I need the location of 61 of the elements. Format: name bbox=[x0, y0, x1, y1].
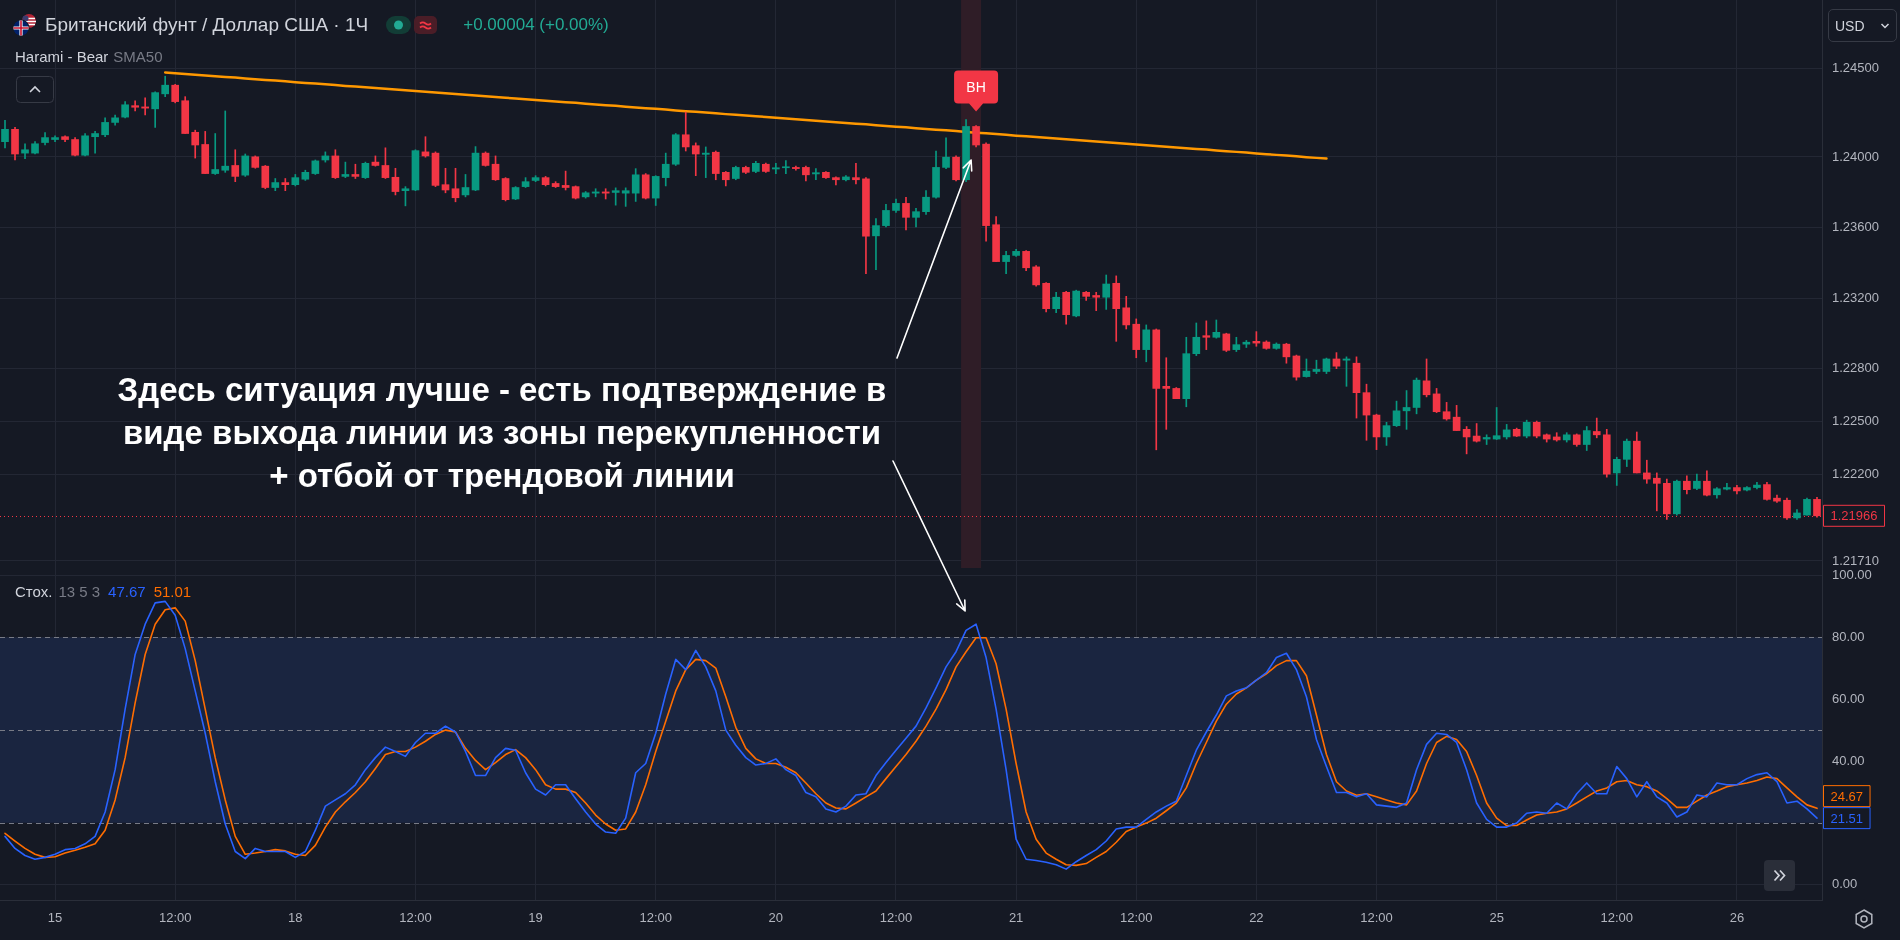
x-tick-label: 21 bbox=[1008, 910, 1024, 926]
candlestick bbox=[211, 133, 220, 175]
x-tick-label: 12:00 bbox=[1119, 910, 1153, 926]
x-tick-label: 12:00 bbox=[879, 910, 913, 926]
candlestick bbox=[281, 178, 290, 192]
y-tick-label: 60.00 bbox=[1832, 690, 1865, 706]
candlestick bbox=[1092, 291, 1101, 311]
annotation: SMA50 bbox=[113, 47, 163, 65]
y-tick-label: 1.21710 bbox=[1832, 552, 1879, 568]
x-tick-label: 12:00 bbox=[158, 910, 192, 926]
candlestick bbox=[1592, 417, 1601, 439]
y-tick-label: 100.00 bbox=[1832, 567, 1872, 583]
y-tick-label: 1.24500 bbox=[1832, 60, 1879, 76]
y-tick-label: 1.24000 bbox=[1832, 148, 1879, 164]
x-tick-label: 15 bbox=[47, 910, 63, 926]
candlestick bbox=[221, 110, 230, 173]
y-tick-label: 0.00 bbox=[1832, 876, 1858, 892]
y-tick-label: 1.23600 bbox=[1832, 219, 1879, 235]
x-tick-label: 12:00 bbox=[639, 910, 672, 926]
y-tick-label: 1.23200 bbox=[1832, 289, 1879, 305]
x-tick-label: 26 bbox=[1729, 910, 1745, 926]
candlestick bbox=[1162, 357, 1171, 430]
candlestick bbox=[611, 187, 620, 206]
annotation: 47.67 bbox=[108, 582, 146, 600]
text: 13 5 3 bbox=[58, 582, 101, 600]
y-tick-label: 1.22500 bbox=[1832, 413, 1879, 429]
candlestick bbox=[872, 218, 880, 271]
text: Стох. bbox=[15, 582, 53, 600]
candlestick bbox=[21, 143, 29, 160]
dropdown: USD bbox=[1828, 9, 1897, 42]
candlestick bbox=[1202, 320, 1211, 350]
y-tick-label: 1.22800 bbox=[1832, 360, 1879, 376]
text: Harami - Bear bbox=[15, 47, 109, 65]
x-tick-label: 22 bbox=[1249, 910, 1264, 926]
y-tick-label: 40.00 bbox=[1832, 752, 1865, 768]
candlestick bbox=[701, 146, 710, 178]
candlestick bbox=[812, 168, 820, 181]
candlestick bbox=[1652, 472, 1661, 512]
annotation: Здесь ситуация лучше - есть подтверждение в виде выхода линии из зоны перекупленности + отбой от трендовой линии bbox=[117, 371, 887, 494]
candlestick bbox=[852, 163, 860, 185]
annotation: +0.00004 (+0.00%) bbox=[463, 15, 609, 35]
candlestick bbox=[782, 160, 790, 174]
y-tick-label: 1.22200 bbox=[1832, 466, 1879, 482]
annotation: BH bbox=[966, 78, 986, 95]
x-tick-label: 12:00 bbox=[399, 910, 432, 926]
x-tick-label: 19 bbox=[528, 910, 543, 926]
candlestick bbox=[1642, 459, 1651, 484]
data-label: 21.51 bbox=[1830, 810, 1864, 826]
text: Британский фунт / Доллар США · 1Ч bbox=[45, 14, 369, 36]
x-tick-label: 18 bbox=[288, 910, 303, 926]
x-tick-label: 20 bbox=[768, 910, 784, 926]
x-tick-label: 25 bbox=[1489, 910, 1504, 926]
candlestick bbox=[91, 131, 99, 154]
data-label: 24.67 bbox=[1830, 788, 1864, 804]
candlestick bbox=[621, 187, 630, 207]
y-tick-label: 80.00 bbox=[1832, 629, 1865, 645]
x-tick-label: 12:00 bbox=[1360, 910, 1393, 926]
x-tick-label: 12:00 bbox=[1600, 910, 1634, 926]
annotation: 51.01 bbox=[153, 582, 192, 600]
ref-line-label: 1.21966 bbox=[1830, 508, 1878, 524]
candlestick bbox=[772, 163, 780, 174]
